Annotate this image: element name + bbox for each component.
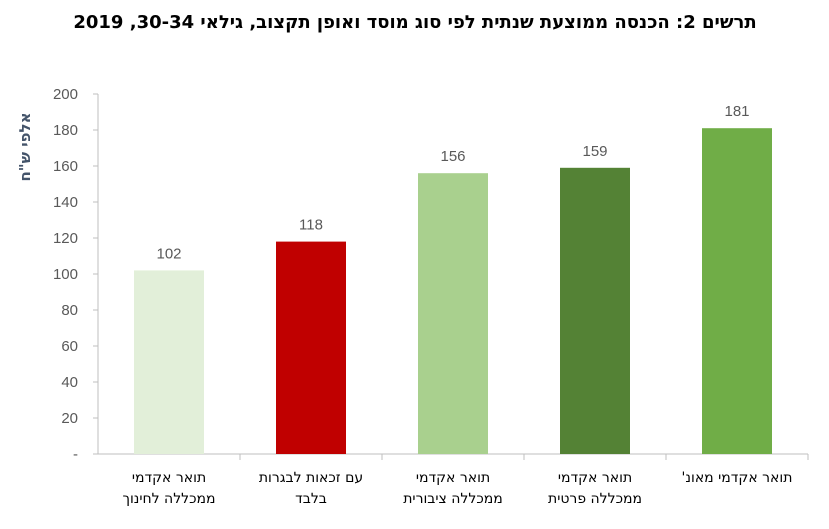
y-tick-label: - [73, 446, 78, 463]
chart-title: תרשים 2: הכנסה ממוצעת שנתית לפי סוג מוסד… [73, 12, 757, 33]
data-label: 156 [440, 148, 465, 165]
category-label: תואר אקדמי מאונ' [682, 470, 793, 486]
category-label: תואר אקדמי [558, 470, 632, 486]
category-label: ממכללה לחינוך [122, 491, 215, 507]
y-tick-label: 140 [53, 194, 78, 211]
y-tick-label: 200 [53, 86, 78, 103]
category-label: ממכללה ציבורית [403, 491, 503, 507]
bar [276, 241, 346, 454]
category-label: בלבד [295, 491, 327, 507]
y-axis-title: אלפי ש"ח [16, 113, 34, 182]
data-label: 181 [724, 103, 749, 120]
y-tick-label: 20 [61, 410, 78, 427]
category-label: עם זכאות לבגרות [259, 470, 363, 486]
y-tick-label: 60 [61, 338, 78, 355]
y-tick-label: 160 [53, 158, 78, 175]
bar [418, 173, 488, 454]
bar [702, 128, 772, 454]
y-tick-label: 100 [53, 266, 78, 283]
data-label: 159 [582, 143, 607, 160]
y-tick-label: 80 [61, 302, 78, 319]
y-tick-label: 180 [53, 122, 78, 139]
category-label: ממכללה פרטית [548, 491, 642, 507]
y-tick-label: 120 [53, 230, 78, 247]
y-tick-label: 40 [61, 374, 78, 391]
category-label: תואר אקדמי [132, 470, 206, 486]
data-label: 118 [299, 217, 323, 234]
category-label: תואר אקדמי [416, 470, 490, 486]
data-label: 102 [156, 245, 181, 262]
bar [560, 167, 630, 455]
bar [134, 270, 204, 454]
